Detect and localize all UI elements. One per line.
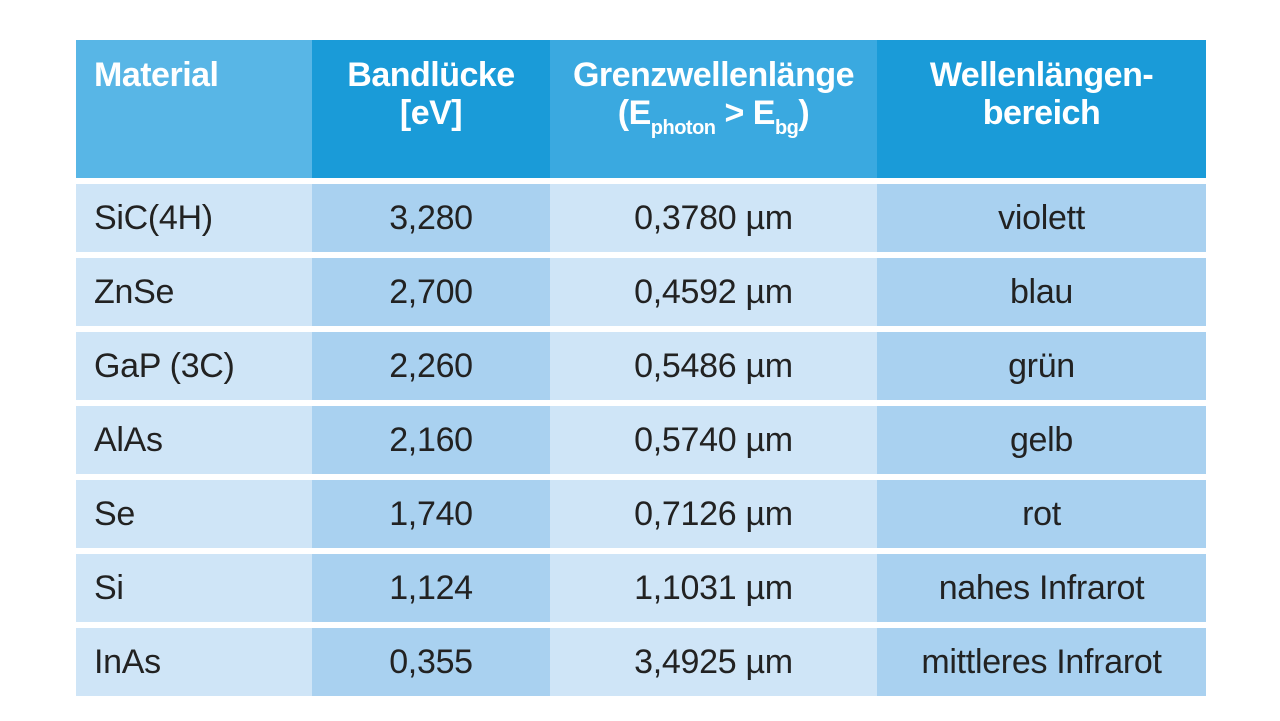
cell-range: violett bbox=[877, 181, 1206, 258]
cell-bandgap: 1,740 bbox=[312, 477, 550, 554]
header-cutoff-line1: Grenzwellenlänge bbox=[572, 56, 855, 94]
cell-range: mittleres Infrarot bbox=[877, 625, 1206, 696]
cell-material: ZnSe bbox=[76, 255, 312, 332]
cell-cutoff: 1,1031 µm bbox=[550, 551, 877, 628]
table-row: ZnSe 2,700 0,4592 µm blau bbox=[76, 255, 1206, 332]
table-header: Material Bandlücke [eV] Grenzwellenlänge… bbox=[76, 40, 1206, 184]
cell-cutoff: 0,3780 µm bbox=[550, 181, 877, 258]
table-body: SiC(4H) 3,280 0,3780 µm violett ZnSe 2,7… bbox=[76, 181, 1206, 696]
header-range-line1: Wellenlängen- bbox=[929, 56, 1154, 94]
table-row: GaP (3C) 2,260 0,5486 µm grün bbox=[76, 329, 1206, 406]
cell-bandgap: 2,700 bbox=[312, 255, 550, 332]
cell-cutoff: 0,7126 µm bbox=[550, 477, 877, 554]
table-row: InAs 0,355 3,4925 µm mittleres Infrarot bbox=[76, 625, 1206, 696]
cell-material: SiC(4H) bbox=[76, 181, 312, 258]
cell-material: Se bbox=[76, 477, 312, 554]
header-range: Wellenlängen- bereich bbox=[877, 40, 1206, 184]
cell-bandgap: 2,260 bbox=[312, 329, 550, 406]
cell-bandgap: 2,160 bbox=[312, 403, 550, 480]
header-cutoff-sub-bg: bg bbox=[774, 117, 799, 139]
cell-cutoff: 3,4925 µm bbox=[550, 625, 877, 696]
cell-bandgap: 1,124 bbox=[312, 551, 550, 628]
header-bandgap-line2: [eV] bbox=[399, 94, 463, 132]
bandgap-table: Material Bandlücke [eV] Grenzwellenlänge… bbox=[76, 40, 1206, 696]
header-material-label: Material bbox=[94, 56, 219, 94]
header-cutoff-open: (E bbox=[617, 94, 652, 132]
header-cutoff-sub-photon: photon bbox=[650, 117, 716, 139]
bandgap-table-container: Material Bandlücke [eV] Grenzwellenlänge… bbox=[76, 40, 1206, 696]
cell-material: AlAs bbox=[76, 403, 312, 480]
cell-material: GaP (3C) bbox=[76, 329, 312, 406]
header-cutoff-mid: > E bbox=[715, 94, 775, 132]
cell-material: InAs bbox=[76, 625, 312, 696]
table-row: SiC(4H) 3,280 0,3780 µm violett bbox=[76, 181, 1206, 258]
cell-range: grün bbox=[877, 329, 1206, 406]
cell-range: nahes Infrarot bbox=[877, 551, 1206, 628]
header-bandgap: Bandlücke [eV] bbox=[312, 40, 550, 184]
cell-range: rot bbox=[877, 477, 1206, 554]
table-row: Se 1,740 0,7126 µm rot bbox=[76, 477, 1206, 554]
header-cutoff-close: ) bbox=[798, 94, 810, 132]
cell-bandgap: 0,355 bbox=[312, 625, 550, 696]
header-material: Material bbox=[76, 40, 312, 184]
table-row: Si 1,124 1,1031 µm nahes Infrarot bbox=[76, 551, 1206, 628]
header-bandgap-line1: Bandlücke bbox=[347, 56, 515, 94]
header-range-line2: bereich bbox=[982, 94, 1101, 132]
header-cutoff-line2: (Ephoton > Ebg) bbox=[560, 94, 867, 138]
cell-material: Si bbox=[76, 551, 312, 628]
table-row: AlAs 2,160 0,5740 µm gelb bbox=[76, 403, 1206, 480]
cell-cutoff: 0,4592 µm bbox=[550, 255, 877, 332]
header-cutoff: Grenzwellenlänge (Ephoton > Ebg) bbox=[550, 40, 877, 184]
cell-cutoff: 0,5486 µm bbox=[550, 329, 877, 406]
header-row: Material Bandlücke [eV] Grenzwellenlänge… bbox=[76, 40, 1206, 184]
cell-range: blau bbox=[877, 255, 1206, 332]
cell-range: gelb bbox=[877, 403, 1206, 480]
cell-cutoff: 0,5740 µm bbox=[550, 403, 877, 480]
cell-bandgap: 3,280 bbox=[312, 181, 550, 258]
